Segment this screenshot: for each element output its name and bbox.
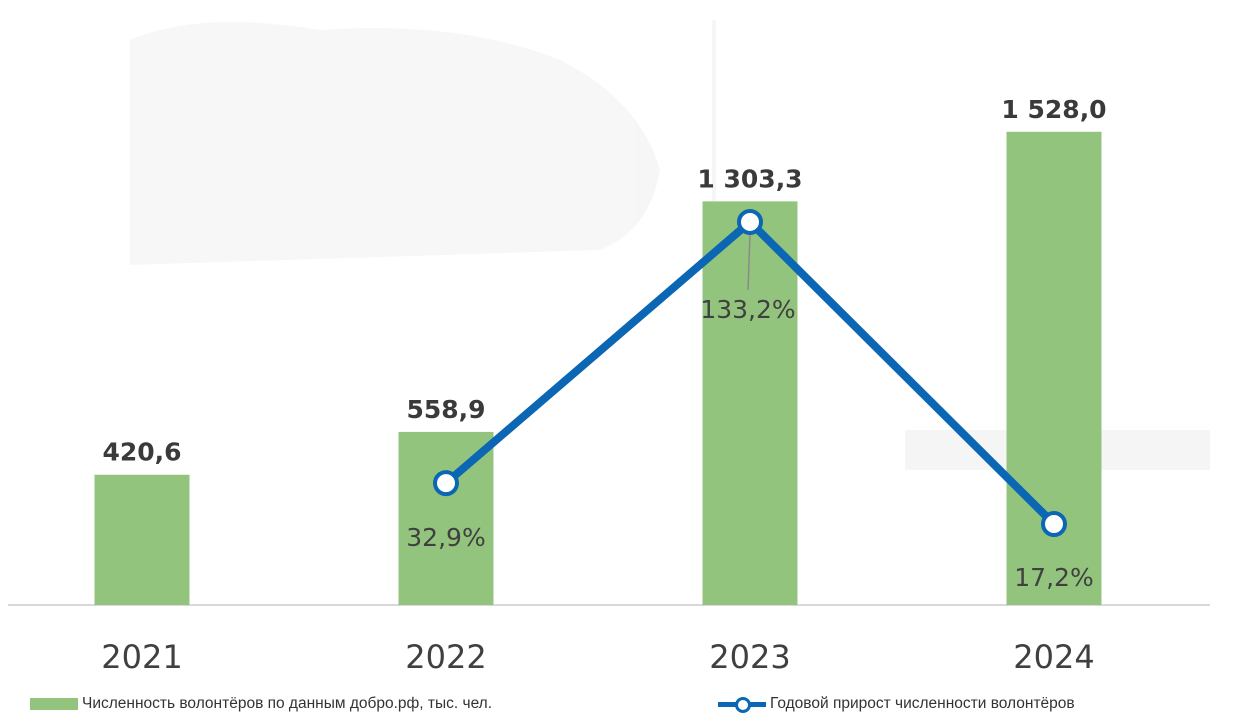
line-value-label-2024: 17,2% — [1014, 563, 1093, 592]
watermark-emblem — [130, 22, 660, 265]
bar-2021 — [94, 474, 190, 605]
watermark-divider — [712, 20, 716, 270]
bar-value-label-2023: 1 303,3 — [697, 164, 802, 193]
legend-bar-swatch — [30, 698, 78, 710]
bars: 420,6 558,9 1 303,3 1 528,0 — [94, 95, 1107, 606]
line-point-2024 — [1041, 511, 1067, 538]
x-tick-2021: 2021 — [101, 638, 182, 676]
bar-value-label-2022: 558,9 — [406, 395, 485, 424]
legend-item-line: Годовой прирост численности волонтёров — [718, 693, 1075, 715]
line-point-2023 — [737, 208, 763, 235]
line-point-2022 — [433, 470, 459, 497]
leader-line-2023 — [747, 233, 751, 291]
legend-line-swatch — [718, 696, 766, 713]
legend-line-label: Годовой прирост численности волонтёров — [770, 695, 1075, 712]
line-series: 32,9% 133,2% 17,2% — [406, 208, 1094, 592]
x-axis-ticks: 2021 2022 2023 2024 — [101, 638, 1094, 676]
bar-value-label-2024: 1 528,0 — [1001, 95, 1106, 124]
x-tick-2023: 2023 — [709, 638, 790, 676]
line-value-label-2022: 32,9% — [406, 523, 485, 552]
x-tick-2022: 2022 — [405, 638, 486, 676]
bar-2023 — [702, 201, 798, 606]
legend-bar-label: Численность волонтёров по данным добро.р… — [82, 695, 493, 712]
legend-item-bars: Численность волонтёров по данным добро.р… — [30, 693, 492, 715]
chart: 420,6 558,9 1 303,3 1 528,0 32,9% 133,2% 17,2… — [8, 20, 1210, 676]
x-tick-2024: 2024 — [1013, 638, 1094, 676]
line-value-label-2023: 133,2% — [700, 295, 795, 324]
bar-value-label-2021: 420,6 — [102, 438, 181, 467]
